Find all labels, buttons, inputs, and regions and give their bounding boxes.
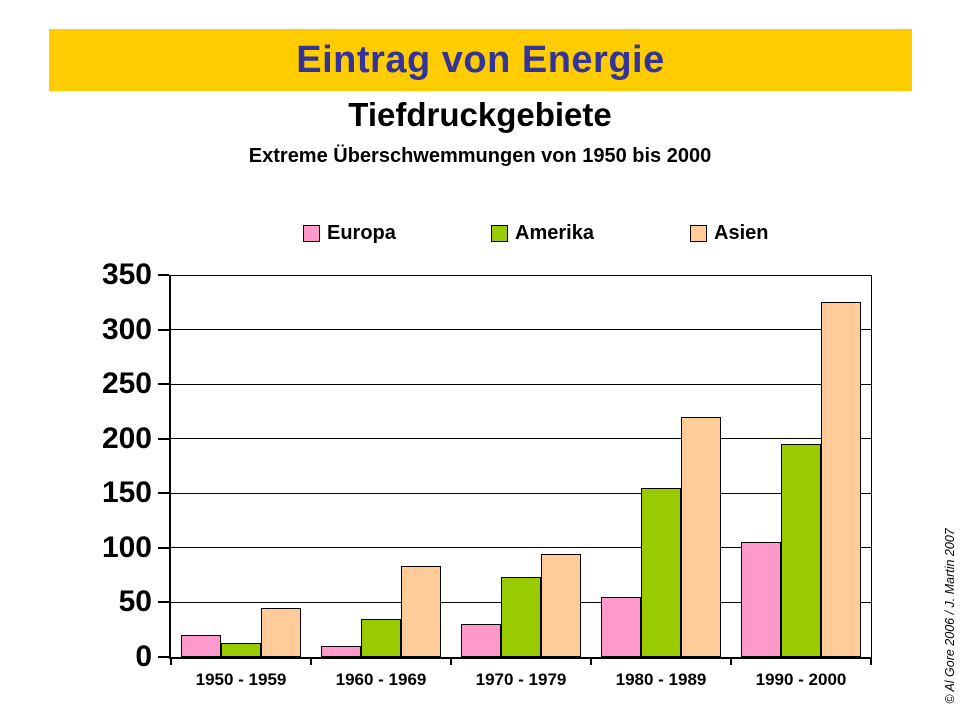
bar-amerika xyxy=(361,619,401,657)
y-axis-tick xyxy=(158,328,169,331)
gridline xyxy=(171,492,871,494)
legend-swatch-icon xyxy=(303,224,320,242)
x-axis-label: 1990 - 2000 xyxy=(755,670,847,689)
y-axis-tick xyxy=(158,656,169,658)
bar-asien xyxy=(541,554,581,657)
bar-amerika xyxy=(501,577,541,657)
y-axis-tick xyxy=(158,437,169,440)
y-axis-label: 300 xyxy=(101,312,152,346)
y-axis-label: 100 xyxy=(101,530,152,564)
y-axis-tick xyxy=(158,492,169,495)
x-axis-label: 1970 - 1979 xyxy=(475,670,567,689)
banner-title: Eintrag von Energie xyxy=(296,38,665,81)
bar-europa xyxy=(741,542,781,657)
copyright-credit: © Al Gore 2006 / J. Martin 2007 xyxy=(943,528,957,704)
bar-europa xyxy=(181,635,221,657)
x-axis-tick xyxy=(450,657,452,665)
gridline xyxy=(171,329,871,331)
bar-europa xyxy=(601,597,641,657)
x-axis-label: 1980 - 1989 xyxy=(615,670,707,689)
gridline xyxy=(171,383,871,385)
legend-item-amerika: Amerika xyxy=(491,222,594,244)
slide-title: Tiefdruckgebiete xyxy=(348,96,612,133)
x-axis-tick xyxy=(590,657,592,665)
slide-subtitle: Extreme Überschwemmungen von 1950 bis 20… xyxy=(248,145,712,167)
legend-label: Asien xyxy=(714,222,769,244)
y-axis-tick xyxy=(158,274,169,276)
legend-item-asien: Asien xyxy=(690,222,769,244)
y-axis-label: 150 xyxy=(101,476,152,510)
legend-swatch-icon xyxy=(491,224,508,242)
bar-asien xyxy=(821,302,861,657)
bar-amerika xyxy=(221,643,261,657)
y-axis-label: 250 xyxy=(101,367,152,401)
y-axis-tick xyxy=(158,546,169,549)
legend-item-europa: Europa xyxy=(303,222,396,244)
legend-label: Europa xyxy=(327,222,396,244)
x-axis-tick xyxy=(730,657,732,665)
y-axis-label: 50 xyxy=(118,585,152,619)
plot-top-border xyxy=(171,275,871,276)
x-axis-label: 1950 - 1959 xyxy=(195,670,287,689)
y-axis-tick xyxy=(158,383,169,386)
bar-amerika xyxy=(641,488,681,657)
plot-right-border xyxy=(871,275,872,663)
gridline xyxy=(171,547,871,549)
y-axis-tick xyxy=(158,601,169,604)
y-axis-label: 200 xyxy=(101,421,152,455)
bar-asien xyxy=(401,566,441,657)
x-axis-tick xyxy=(870,657,872,665)
x-axis xyxy=(169,657,871,659)
bar-europa xyxy=(321,646,361,657)
gridline xyxy=(171,438,871,440)
x-axis-tick xyxy=(170,657,172,665)
bar-asien xyxy=(681,417,721,657)
x-axis-tick xyxy=(310,657,312,665)
bar-amerika xyxy=(781,444,821,657)
y-axis-label: 0 xyxy=(135,640,152,673)
bar-asien xyxy=(261,608,301,657)
bar-europa xyxy=(461,624,501,657)
x-axis-label: 1960 - 1969 xyxy=(335,670,427,689)
legend-swatch-icon xyxy=(690,224,707,242)
banner: Eintrag von Energie xyxy=(49,29,912,91)
y-axis xyxy=(169,275,171,657)
legend-label: Amerika xyxy=(515,222,594,244)
y-axis-label: 350 xyxy=(101,258,152,291)
